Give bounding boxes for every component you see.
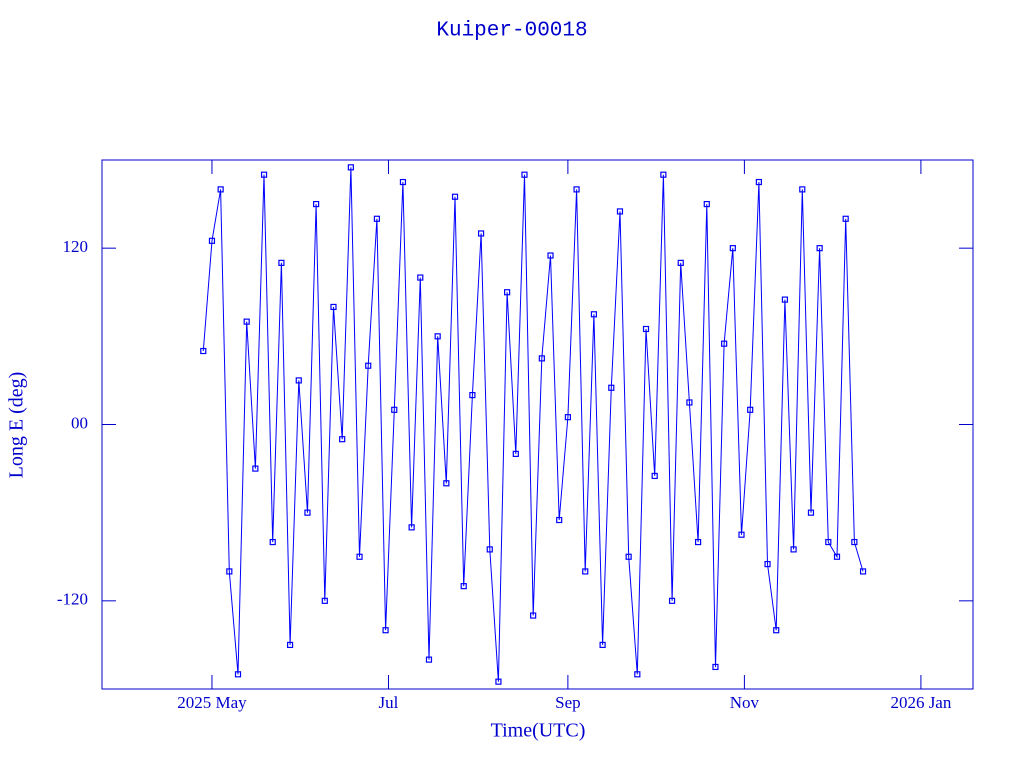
data-marker [677, 259, 684, 266]
data-marker [226, 568, 233, 575]
data-marker [738, 531, 745, 538]
data-marker [773, 627, 780, 634]
data-marker [243, 318, 250, 325]
y-tick-label: -120 [57, 590, 88, 609]
data-marker [451, 193, 459, 200]
data-marker [208, 237, 216, 244]
data-marker [721, 340, 728, 347]
data-marker [616, 208, 624, 215]
data-marker [495, 678, 502, 685]
x-axis-label: Time(UTC) [491, 720, 586, 742]
x-tick-label: 2025 May [177, 693, 247, 712]
data-marker [660, 171, 667, 178]
y-axis-label: Long E (deg) [6, 372, 28, 479]
data-marker [573, 186, 580, 193]
data-marker [668, 597, 676, 604]
data-marker [608, 384, 615, 391]
data-marker [842, 215, 849, 222]
data-marker [642, 325, 650, 333]
data-marker [694, 538, 702, 546]
data-marker [712, 663, 719, 671]
data-marker [347, 164, 354, 171]
data-marker [564, 414, 571, 421]
data-marker [859, 568, 867, 575]
data-marker [339, 436, 346, 443]
data-marker [252, 465, 259, 472]
data-marker [512, 450, 519, 457]
data-marker [634, 671, 641, 678]
data-marker [434, 333, 441, 340]
data-marker [391, 406, 398, 413]
data-marker [486, 546, 493, 553]
plot-area [200, 164, 867, 685]
data-marker [729, 245, 736, 252]
y-tick-label: 120 [63, 237, 89, 256]
data-marker [373, 215, 381, 222]
data-marker [755, 178, 762, 186]
data-marker [799, 186, 806, 193]
data-marker [807, 509, 815, 516]
data-marker [234, 671, 242, 678]
data-marker [469, 392, 476, 399]
data-marker [590, 311, 598, 318]
data-marker [556, 516, 563, 524]
data-marker [504, 289, 511, 296]
data-marker [851, 538, 858, 546]
data-marker [538, 355, 545, 362]
data-marker [703, 200, 710, 208]
data-marker [295, 377, 302, 384]
x-tick-label: Sep [555, 693, 581, 712]
data-marker [356, 553, 363, 560]
data-marker [417, 274, 424, 281]
data-marker [217, 186, 224, 193]
data-marker [686, 399, 693, 406]
data-marker [547, 252, 554, 259]
data-marker [747, 406, 754, 413]
data-marker [443, 480, 450, 487]
x-tick-label: Nov [730, 693, 760, 712]
data-marker [530, 612, 537, 619]
x-tick-label: 2026 Jan [890, 693, 951, 712]
data-marker [781, 296, 789, 303]
data-marker [304, 509, 311, 516]
data-marker [286, 641, 294, 649]
data-marker [521, 171, 528, 178]
data-marker [599, 641, 606, 649]
data-marker [460, 583, 467, 590]
data-marker [764, 560, 771, 568]
x-tick-label: Jul [379, 693, 399, 712]
data-marker [321, 597, 328, 604]
data-marker [200, 347, 207, 355]
data-line [202, 167, 864, 682]
data-marker [833, 553, 841, 560]
data-marker [477, 230, 485, 237]
data-marker [269, 538, 276, 546]
data-marker [365, 362, 372, 369]
data-marker [408, 524, 415, 531]
data-marker [260, 171, 268, 178]
chart-title: Kuiper-00018 [436, 20, 587, 43]
data-marker [425, 656, 433, 663]
data-marker [582, 568, 589, 575]
data-marker [382, 627, 389, 634]
data-marker [399, 178, 407, 186]
data-marker [278, 259, 285, 266]
data-marker [313, 200, 320, 208]
y-tick-label: 00 [71, 413, 88, 432]
data-marker [816, 245, 823, 252]
data-marker [651, 472, 658, 480]
data-marker [625, 553, 632, 560]
data-marker [330, 303, 337, 311]
data-marker [790, 546, 797, 553]
data-marker [825, 538, 832, 546]
